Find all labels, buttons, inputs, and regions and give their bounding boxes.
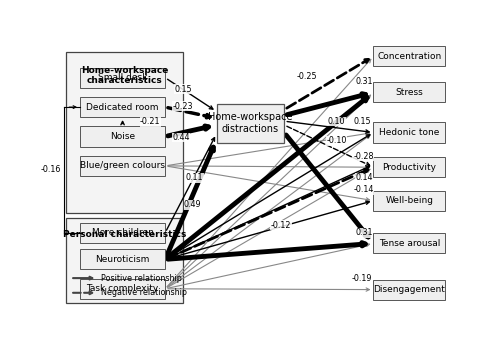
Text: Personal characteristics: Personal characteristics: [63, 230, 186, 239]
Bar: [80, 223, 165, 243]
Text: Home-workspace
distractions: Home-workspace distractions: [208, 112, 292, 134]
Text: Small desk: Small desk: [98, 73, 147, 82]
Text: Hedonic tone: Hedonic tone: [379, 128, 440, 137]
Text: 0.15: 0.15: [354, 117, 372, 126]
Text: Tense arousal: Tense arousal: [378, 239, 440, 248]
Text: Stress: Stress: [396, 88, 423, 97]
Bar: [80, 97, 165, 117]
Text: 0.31: 0.31: [355, 228, 372, 237]
Bar: [374, 233, 445, 253]
Text: 0.49: 0.49: [184, 200, 202, 209]
Text: -0.21: -0.21: [140, 117, 160, 126]
Text: 0.31: 0.31: [355, 77, 372, 86]
Text: Noise: Noise: [110, 132, 135, 141]
Text: -0.25: -0.25: [296, 72, 317, 81]
Text: -0.19: -0.19: [352, 274, 372, 283]
Text: Dedicated room: Dedicated room: [86, 103, 159, 112]
Bar: [374, 191, 445, 211]
Text: -0.10: -0.10: [326, 136, 347, 145]
Text: Well-being: Well-being: [386, 196, 434, 205]
Text: Disengagement: Disengagement: [374, 285, 446, 294]
Text: Productivity: Productivity: [382, 163, 436, 172]
Text: -0.28: -0.28: [354, 152, 374, 161]
Bar: [374, 280, 445, 299]
Text: 0.15: 0.15: [174, 85, 192, 94]
Bar: [374, 46, 445, 66]
Bar: [80, 156, 165, 176]
Bar: [80, 68, 165, 88]
Text: -0.14: -0.14: [354, 185, 374, 194]
Text: Home-workspace
characteristics: Home-workspace characteristics: [81, 66, 168, 85]
Bar: [374, 157, 445, 177]
Bar: [374, 122, 445, 143]
Text: 0.10: 0.10: [328, 117, 345, 126]
Text: Task complexity: Task complexity: [86, 284, 158, 293]
Bar: [80, 249, 165, 269]
Bar: [216, 104, 284, 143]
Bar: [80, 126, 165, 146]
Text: 0.14: 0.14: [355, 174, 372, 183]
Text: 0.11: 0.11: [186, 174, 204, 183]
Bar: [374, 82, 445, 102]
Text: 0.44: 0.44: [172, 133, 190, 142]
Bar: [80, 279, 165, 299]
Text: Neuroticism: Neuroticism: [96, 255, 150, 264]
Text: Blue/green colours: Blue/green colours: [80, 161, 165, 170]
Text: -0.12: -0.12: [270, 221, 291, 230]
Text: More children: More children: [92, 228, 154, 237]
Text: Positive relationship: Positive relationship: [101, 273, 182, 282]
Bar: [66, 52, 182, 213]
Text: Concentration: Concentration: [377, 52, 442, 61]
Text: -0.23: -0.23: [173, 102, 194, 110]
Text: Negative relationship: Negative relationship: [101, 288, 187, 297]
Text: -0.16: -0.16: [40, 166, 60, 175]
Bar: [66, 218, 182, 304]
